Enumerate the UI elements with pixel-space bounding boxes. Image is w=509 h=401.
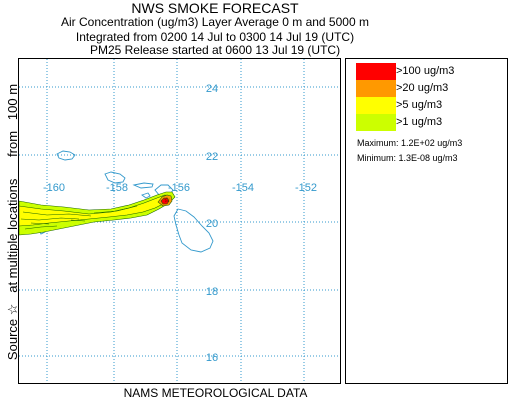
meteorological-data-label: NAMS METEOROLOGICAL DATA <box>123 386 308 400</box>
molokai-coast <box>132 182 154 189</box>
lat-label-20: 20 <box>206 218 218 230</box>
lon-label-160: -160 <box>43 182 65 194</box>
subtitle-release-start: PM25 Release started at 0600 13 Jul 19 (… <box>89 43 341 57</box>
legend-label: >5 ug/m3 <box>396 99 443 111</box>
legend-panel: >100 ug/m3 >20 ug/m3 >5 ug/m3 >1 ug/m3 M… <box>345 58 508 384</box>
source-star-icon: ☆ <box>164 196 170 204</box>
map-panel: ☆ 24 22 20 18 16 -160 -158 -156 -154 -15… <box>18 58 341 384</box>
lon-label-158: -158 <box>106 182 128 194</box>
smoke-plume <box>19 191 176 236</box>
lat-label-22: 22 <box>206 151 218 163</box>
legend-swatch <box>356 80 396 97</box>
subtitle-concentration: Air Concentration (ug/m3) Layer Average … <box>61 15 369 29</box>
graticule <box>19 59 340 383</box>
legend-swatch <box>356 63 396 80</box>
plume-filament-4 <box>93 205 138 214</box>
chart-title: NWS SMOKE FORECAST <box>131 0 299 16</box>
legend-maximum: Maximum: 1.2E+02 ug/m3 <box>357 138 463 148</box>
plume-filament-3 <box>24 225 58 230</box>
plume-filament-1 <box>22 211 92 217</box>
map-canvas: ☆ 24 22 20 18 16 -160 -158 -156 -154 -15… <box>19 59 340 383</box>
coastlines <box>19 150 214 253</box>
kauai-coast <box>56 150 76 161</box>
lat-label-24: 24 <box>206 83 218 95</box>
lon-label-152: -152 <box>295 182 317 194</box>
lat-label-16: 16 <box>206 352 218 364</box>
subtitle-integration-period: Integrated from 0200 14 Jul to 0300 14 J… <box>75 30 355 44</box>
lon-label-156: -156 <box>168 182 190 194</box>
lanai-coast <box>141 192 151 199</box>
legend-minimum: Minimum: 1.3E-08 ug/m3 <box>357 153 458 163</box>
oahu-coast <box>104 171 126 184</box>
big-island-coast <box>173 208 214 253</box>
legend-swatch <box>356 114 396 131</box>
lat-label-18: 18 <box>206 286 218 298</box>
legend-swatch <box>356 97 396 114</box>
plume-filament-2 <box>20 217 80 221</box>
source-location-label: Source ☆ at multiple locations from 100 … <box>5 83 20 361</box>
legend-label: >1 ug/m3 <box>396 116 443 128</box>
legend-label: >100 ug/m3 <box>396 65 455 77</box>
lon-label-154: -154 <box>232 182 254 194</box>
plume-filament-5 <box>30 219 86 225</box>
legend-label: >20 ug/m3 <box>396 82 449 94</box>
plume-gt100 <box>160 197 170 205</box>
